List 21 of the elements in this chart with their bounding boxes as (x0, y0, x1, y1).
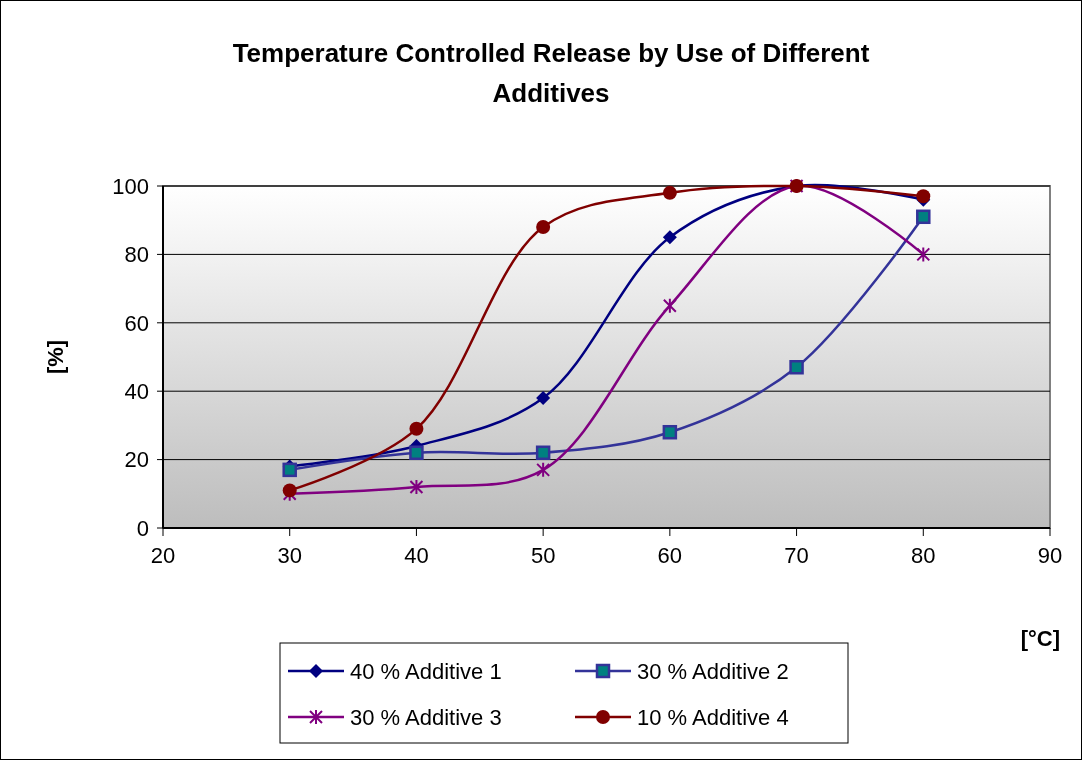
legend-label: 30 % Additive 3 (350, 704, 502, 730)
x-tick-label: 40 (404, 543, 429, 568)
x-tick-label: 50 (530, 543, 556, 568)
x-tick-label: 70 (784, 543, 809, 568)
x-tick-label: 90 (1037, 543, 1063, 568)
y-tick-label: 40 (124, 378, 149, 404)
y-tick-label: 0 (136, 515, 149, 541)
y-axis-title: [%] (43, 339, 68, 375)
x-tick-label: 20 (150, 543, 176, 568)
legend-label: 10 % Additive 4 (637, 704, 789, 730)
x-tick-label: 30 (277, 543, 302, 568)
chart-title: Temperature Controlled Release by Use of Different Additives (232, 38, 870, 108)
legend-label: 40 % Additive 1 (350, 658, 502, 684)
x-axis-title: [°C] (1020, 626, 1060, 651)
x-tick-label: 80 (911, 543, 936, 568)
y-tick-label: 60 (124, 310, 149, 336)
legend-label: 30 % Additive 2 (637, 658, 789, 684)
y-tick-label: 100 (112, 173, 149, 199)
y-tick-label: 20 (124, 447, 149, 473)
x-tick-label: 60 (657, 543, 683, 568)
y-tick-label: 80 (124, 242, 149, 268)
